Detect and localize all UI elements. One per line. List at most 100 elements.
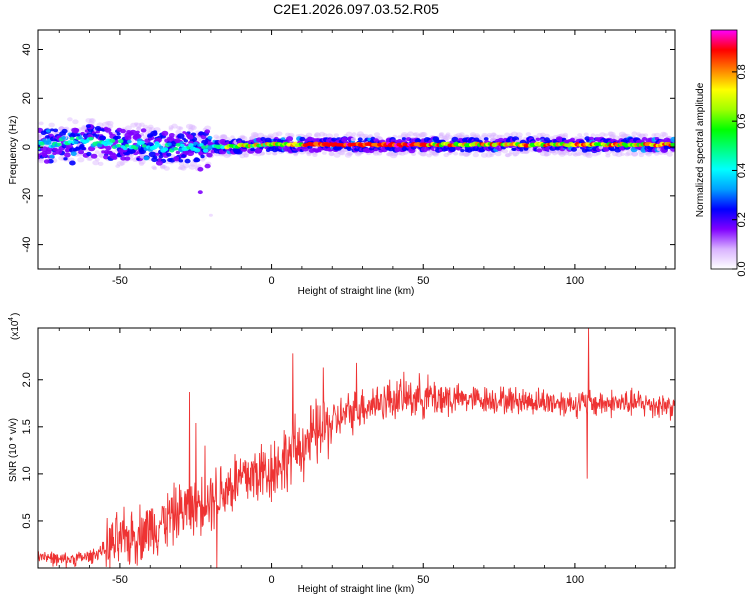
spectrogram-cell-756 — [540, 132, 546, 137]
spectrogram-cell-550 — [400, 133, 408, 139]
spectrogram-cell-568 — [412, 132, 418, 137]
spectrogram-cells — [38, 117, 675, 217]
snr-scale-suffix: ) — [10, 313, 21, 316]
spectrogram-cell-249 — [200, 157, 206, 162]
spectrogram-cell-136 — [124, 125, 132, 131]
spectrogram-cell-59 — [72, 119, 79, 125]
spectrogram-cell-2012 — [126, 130, 132, 134]
spectrogram-cell-1153 — [155, 152, 160, 156]
spectrogram-cell-1066 — [99, 135, 107, 141]
spectrogram-cell-864 — [608, 131, 616, 138]
spectrogram-cell-2144 — [194, 148, 201, 153]
spectrogram-cell-457 — [339, 150, 346, 156]
spectrogram-cell-1150 — [152, 155, 158, 159]
spectrogram-cell-481 — [356, 133, 362, 138]
spectrogram-cell-307 — [239, 134, 246, 139]
spectrogram-cell-422 — [314, 132, 322, 138]
spectrogram-cell-149 — [130, 122, 138, 128]
spectrogram-cell-1172 — [166, 152, 172, 157]
spectrogram-cell-235 — [190, 125, 197, 131]
spectrogram-cell-718 — [512, 153, 518, 157]
spectrogram-cell-81 — [89, 118, 95, 123]
spectrogram-cell-630 — [455, 132, 463, 138]
spectrogram-cell-1206 — [184, 158, 191, 164]
spectrogram-cell-108 — [105, 120, 111, 126]
spectrogram-cell-813 — [575, 151, 581, 157]
spectrogram-cell-2135 — [175, 143, 181, 147]
spectrogram-cell-210 — [176, 126, 182, 130]
spectrogram-cell-511 — [373, 132, 381, 137]
spectrogram-cell-694 — [496, 134, 503, 139]
spectrogram-cell-608 — [438, 134, 444, 139]
spectrogram-cell-538 — [390, 152, 398, 159]
spectrogram-cell-733 — [523, 150, 529, 154]
spectrogram-cell-2148 — [202, 148, 209, 153]
spectrogram-cell-185 — [160, 165, 166, 170]
spectrogram-cell-2068 — [208, 213, 213, 217]
spectrogram-cell-5 — [38, 159, 44, 164]
spectrogram-cell-2101 — [103, 142, 109, 147]
spectrogram-cell-1166 — [161, 130, 169, 136]
spectrogram-cell-283 — [221, 134, 227, 139]
spectrogram-cell-846 — [599, 132, 606, 138]
spectrogram-cell-2137 — [180, 143, 185, 148]
spectrogram-cell-2063 — [43, 159, 50, 164]
spectrogram-cell-558 — [404, 133, 411, 138]
spectrogram-cell-426 — [318, 131, 326, 137]
spectrogram-cell-1001 — [61, 128, 68, 134]
spectrogram-cell-887 — [624, 152, 630, 157]
spectrogram-cell-148 — [134, 122, 139, 126]
spectrogram-cell-712 — [508, 152, 513, 156]
spectrogram-cell-788 — [558, 151, 566, 157]
spectrogram-cell-501 — [368, 134, 373, 138]
spectrogram-cell-767 — [544, 152, 550, 157]
spectrogram-cell-216 — [179, 164, 186, 170]
spectrogram-cell-234 — [188, 124, 196, 130]
spectrogram-cell-706 — [504, 153, 510, 158]
spectrogram-cell-872 — [615, 151, 623, 158]
spectrogram-cell-327 — [252, 132, 259, 138]
spectrogram-cell-533 — [388, 150, 394, 155]
spectrogram-cell-719 — [510, 131, 519, 137]
spectrogram-cell-1047 — [90, 153, 98, 159]
spectrogram-cell-692 — [495, 151, 502, 157]
spectrogram-cell-2147 — [201, 145, 207, 149]
spectrogram-cell-271 — [215, 136, 221, 141]
snr-scale-prefix: (x10 — [10, 320, 21, 340]
spectrogram-cell-610 — [442, 135, 450, 141]
spectrogram-cell-1842 — [571, 147, 577, 152]
spectrogram-cell-1071 — [105, 145, 112, 151]
spectrogram-cell-751 — [536, 132, 543, 138]
spectrogram-cell-218 — [177, 166, 183, 170]
spectrogram-cell-1646 — [451, 136, 459, 143]
spectrogram-cell-2110 — [122, 146, 128, 151]
spectrogram-cell-2064 — [76, 133, 81, 137]
spectrogram-cell-1650 — [455, 145, 461, 150]
spectrogram-cell-79 — [86, 156, 93, 161]
spectrogram-cell-935 — [660, 131, 667, 137]
spectrogram-cell-2 — [38, 133, 42, 138]
spectrogram-cell-67 — [77, 157, 85, 163]
spectrogram-cell-942 — [661, 132, 669, 138]
spectrogram-cell-0 — [38, 135, 42, 141]
spectrogram-cell-2010 — [97, 127, 102, 132]
spectrogram-cell-1753 — [519, 148, 524, 152]
spectrogram-cell-2043 — [52, 147, 58, 152]
spectrogram-cell-1230 — [200, 154, 205, 159]
spectrogram-cell-759 — [539, 151, 547, 157]
spectrogram-cell-352 — [267, 133, 274, 139]
spectrogram-cell-579 — [419, 151, 426, 157]
spectrogram-cell-1096 — [120, 156, 126, 161]
spectrogram-cell-2045 — [147, 133, 154, 138]
spectrogram-cell-1446 — [331, 137, 337, 142]
spectrogram-cell-1190 — [175, 150, 181, 155]
spectrogram-panel: -50 0 50 100 -40 -20 0 20 40 Height of straight … — [8, 29, 676, 297]
spectrogram-cell-510 — [376, 151, 383, 156]
spectrogram-cell-97 — [97, 161, 104, 166]
spectrogram-cell-408 — [306, 152, 312, 157]
spectrogram-cell-970 — [41, 153, 48, 158]
snr-panel: -50 0 50 100 0.5 1.0 1.5 2.0 Height of straight… — [8, 313, 676, 595]
spectrogram-cell-2058 — [103, 149, 110, 155]
spectrogram-cell-2079 — [56, 142, 62, 147]
spectrogram-cell-677 — [485, 152, 493, 158]
